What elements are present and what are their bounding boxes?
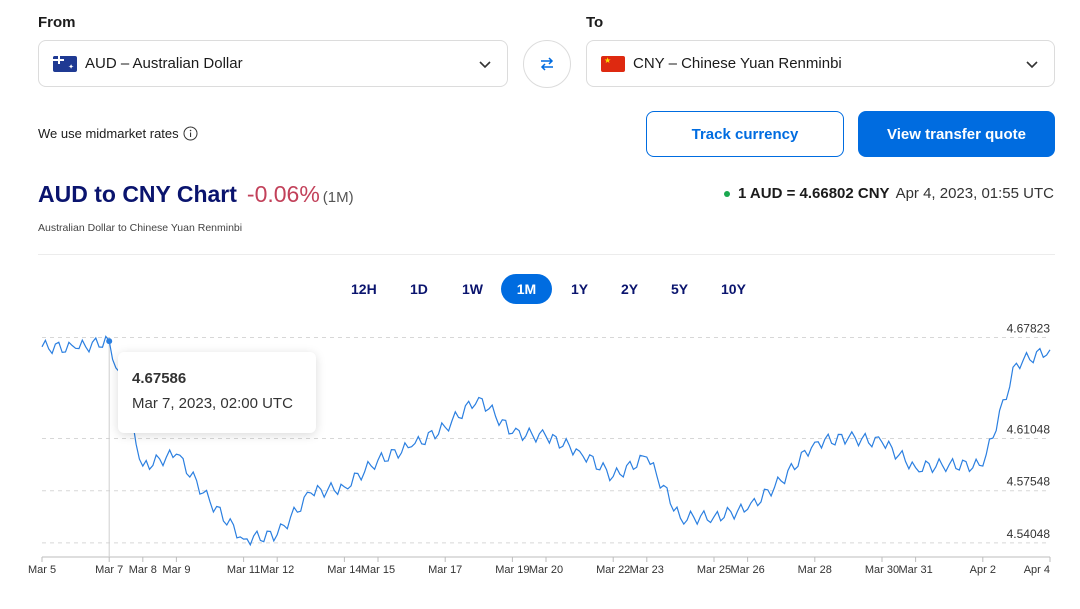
rate-chart[interactable]: 4.67823 4.61048 4.57548 4.54048 Mar 5 Mar 7 Ma…: [0, 320, 1080, 590]
midmarket-note-text: We use midmarket rates: [38, 126, 179, 141]
x-tick-label: Mar 9: [162, 564, 190, 576]
x-tick-label: Mar 23: [630, 564, 664, 576]
x-tick-label: Mar 22: [596, 564, 630, 576]
live-indicator-icon: [723, 190, 730, 197]
x-tick-label: Mar 8: [129, 564, 157, 576]
x-tick-label: Apr 2: [970, 564, 996, 576]
china-flag-icon: [601, 55, 625, 72]
swap-currencies-button[interactable]: [523, 40, 571, 88]
view-transfer-quote-button[interactable]: View transfer quote: [858, 111, 1055, 157]
divider: [38, 254, 1055, 255]
from-currency-select[interactable]: AUD – Australian Dollar: [38, 40, 508, 87]
to-currency-text: CNY – Chinese Yuan Renminbi: [633, 55, 842, 72]
x-tick-label: Mar 14: [327, 564, 361, 576]
midmarket-note: We use midmarket rates: [38, 126, 198, 141]
from-currency-text: AUD – Australian Dollar: [85, 55, 243, 72]
chart-title: AUD to CNY Chart -0.06% (1M): [38, 181, 354, 208]
x-tick-label: Mar 12: [260, 564, 294, 576]
x-tick-label: Mar 20: [529, 564, 563, 576]
y-tick-label: 4.67823: [1007, 322, 1051, 336]
x-tick-label: Mar 25: [697, 564, 731, 576]
tab-5y[interactable]: 5Y: [671, 281, 689, 297]
tab-1w[interactable]: 1W: [462, 281, 483, 297]
chevron-down-icon: [1026, 60, 1038, 68]
x-tick-label: Mar 11: [227, 564, 260, 576]
chart-tooltip: 4.67586 Mar 7, 2023, 02:00 UTC: [118, 352, 316, 433]
tab-1d[interactable]: 1D: [410, 281, 428, 297]
from-label: From: [38, 14, 76, 31]
swap-icon: [540, 57, 554, 71]
tab-1m[interactable]: 1M: [501, 274, 552, 304]
to-currency-select[interactable]: CNY – Chinese Yuan Renminbi: [586, 40, 1055, 87]
change-period: (1M): [322, 189, 354, 206]
to-label: To: [586, 14, 604, 31]
y-tick-label: 4.57548: [1007, 475, 1051, 489]
tab-10y[interactable]: 10Y: [721, 281, 746, 297]
info-icon[interactable]: [183, 126, 198, 141]
x-tick-label: Mar 7: [95, 564, 123, 576]
track-currency-button[interactable]: Track currency: [646, 111, 844, 157]
y-tick-label: 4.54048: [1007, 527, 1051, 541]
australia-flag-icon: [53, 55, 77, 72]
chevron-down-icon: [479, 60, 491, 68]
rate-value: 1 AUD = 4.66802 CNY: [737, 185, 890, 202]
x-tick-label: Apr 4: [1024, 564, 1050, 576]
tooltip-date: Mar 7, 2023, 02:00 UTC: [132, 395, 293, 412]
tab-1y[interactable]: 1Y: [571, 281, 589, 297]
change-percent: -0.06%: [246, 181, 320, 207]
x-tick-label: Mar 17: [428, 564, 462, 576]
current-rate: 1 AUD = 4.66802 CNY Apr 4, 2023, 01:55 U…: [723, 185, 1054, 202]
tab-12h[interactable]: 12H: [351, 281, 377, 297]
x-tick-label: Mar 5: [28, 564, 56, 576]
x-tick-label: Mar 31: [898, 564, 932, 576]
x-tick-label: Mar 28: [798, 564, 832, 576]
x-tick-label: Mar 30: [865, 564, 899, 576]
tooltip-value: 4.67586: [132, 370, 187, 387]
chart-subtitle: Australian Dollar to Chinese Yuan Renmin…: [38, 222, 243, 234]
x-tick-label: Mar 19: [495, 564, 529, 576]
highlight-point: [106, 338, 113, 345]
y-tick-label: 4.61048: [1007, 423, 1051, 437]
x-tick-label: Mar 26: [730, 564, 764, 576]
tab-2y[interactable]: 2Y: [621, 281, 639, 297]
series-line: [41, 335, 1051, 547]
x-tick-label: Mar 15: [361, 564, 395, 576]
rate-timestamp: Apr 4, 2023, 01:55 UTC: [895, 185, 1054, 202]
chart-title-text: AUD to CNY Chart: [38, 181, 237, 207]
